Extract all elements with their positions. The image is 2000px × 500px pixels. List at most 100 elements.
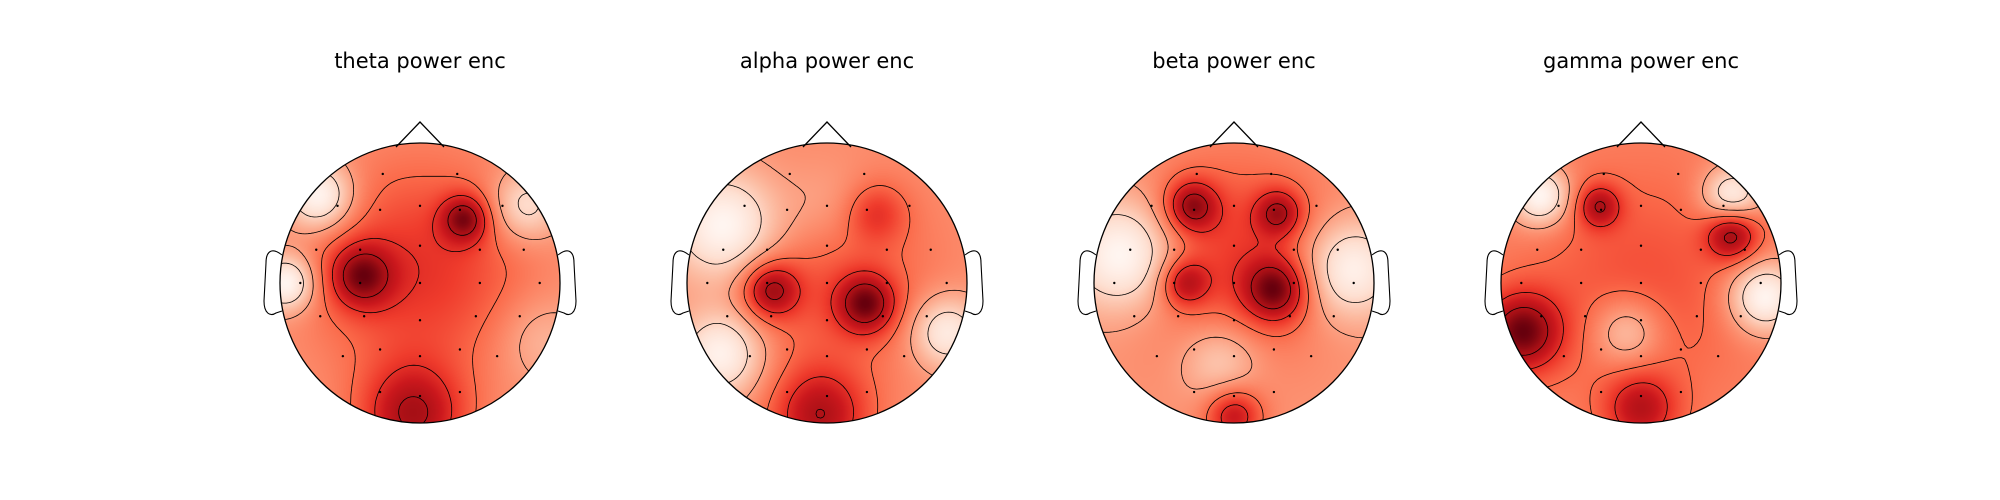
sensor-marker <box>765 281 769 285</box>
panel-title: beta power enc <box>1152 49 1315 73</box>
sensor-marker <box>825 204 829 208</box>
contour-line <box>332 195 486 423</box>
sensor-marker <box>769 315 773 318</box>
sensor-marker <box>1695 315 1699 318</box>
right-ear-outline <box>1371 250 1391 316</box>
sensor-marker <box>456 172 459 176</box>
sensor-marker <box>902 354 906 358</box>
sensor-marker <box>825 319 829 322</box>
sensor-marker <box>1232 244 1236 247</box>
sensor-marker <box>825 394 829 398</box>
sensor-marker <box>881 315 885 318</box>
sensor-marker <box>1677 172 1680 176</box>
sensor-marker <box>458 348 462 351</box>
sensor-marker <box>929 248 932 251</box>
topomap-panel: alpha power enc <box>670 49 984 424</box>
sensor-marker <box>1332 315 1335 318</box>
sensor-marker <box>418 244 422 247</box>
sensor-marker <box>945 281 948 285</box>
sensor-marker <box>1639 319 1643 322</box>
nose-outline <box>395 121 445 148</box>
sensor-marker <box>1292 281 1296 285</box>
sensor-marker <box>1599 390 1603 394</box>
sensor-marker <box>1639 394 1643 398</box>
sensor-marker <box>336 204 339 208</box>
sensor-marker <box>765 248 769 251</box>
sensor-marker <box>418 394 422 398</box>
sensor-marker <box>1292 248 1296 251</box>
sensor-marker <box>1133 315 1136 318</box>
sensor-marker <box>1599 348 1603 351</box>
panel-title: theta power enc <box>334 49 506 73</box>
sensor-marker <box>1639 204 1643 208</box>
sensor-marker <box>518 315 521 318</box>
sensor-marker <box>1679 348 1683 351</box>
sensor-marker <box>315 248 318 251</box>
sensor-marker <box>341 354 345 358</box>
sensor-marker <box>418 354 422 358</box>
sensor-marker <box>1579 248 1583 251</box>
sensor-marker <box>788 172 791 176</box>
sensor-marker <box>1722 204 1725 208</box>
sensor-marker <box>1192 348 1196 351</box>
sensor-marker <box>418 204 422 208</box>
sensor-marker <box>1639 354 1643 358</box>
nose-outline <box>1209 121 1259 148</box>
contour-line <box>1172 182 1300 423</box>
sensor-marker <box>1232 281 1236 285</box>
sensor-marker <box>522 248 525 251</box>
sensor-marker <box>1129 248 1132 251</box>
right-ear-outline <box>1778 250 1798 316</box>
contour-line <box>765 282 885 419</box>
sensor-marker <box>378 390 382 394</box>
sensor-marker <box>1232 319 1236 322</box>
panel-title: gamma power enc <box>1543 49 1739 73</box>
left-ear-outline <box>670 250 690 316</box>
sensor-marker <box>726 315 729 318</box>
sensor-marker <box>722 248 725 251</box>
sensor-marker <box>865 390 869 394</box>
sensor-marker <box>785 390 789 394</box>
sensor-marker <box>706 281 709 285</box>
sensor-marker <box>1739 315 1742 318</box>
sensor-marker <box>1759 281 1762 285</box>
contour-line <box>1501 188 1751 423</box>
sensor-marker <box>1602 172 1605 176</box>
sensor-marker <box>538 281 541 285</box>
sensor-marker <box>1172 281 1176 285</box>
sensor-marker <box>1743 248 1746 251</box>
sensor-marker <box>1699 248 1703 251</box>
sensor-marker <box>1113 281 1116 285</box>
sensor-marker <box>885 248 889 251</box>
sensor-marker <box>378 348 382 351</box>
sensor-marker <box>418 319 422 322</box>
sensor-marker <box>785 208 789 212</box>
sensor-marker <box>1192 208 1196 212</box>
head-outline <box>1500 142 1782 424</box>
left-ear-outline <box>1077 250 1097 316</box>
sensor-marker <box>825 354 829 358</box>
sensor-marker <box>381 172 384 176</box>
sensor-marker <box>478 248 482 251</box>
head-outline <box>686 142 968 424</box>
topomap-panel: beta power enc <box>1077 49 1391 424</box>
sensor-marker <box>1352 281 1355 285</box>
head-outline <box>1093 142 1375 424</box>
sensor-marker <box>358 281 362 285</box>
sensor-marker <box>1679 208 1683 212</box>
right-ear-outline <box>557 250 577 316</box>
sensor-marker <box>1315 204 1318 208</box>
panel-title: alpha power enc <box>740 49 914 73</box>
sensor-marker <box>1150 204 1153 208</box>
sensor-marker <box>825 244 829 247</box>
sensor-marker <box>1272 390 1276 394</box>
sensor-marker <box>1639 281 1643 285</box>
sensor-marker <box>1562 354 1566 358</box>
sensor-marker <box>1176 315 1180 318</box>
sensor-marker <box>1232 204 1236 208</box>
right-ear-outline <box>964 250 984 316</box>
contour-line <box>1182 193 1291 310</box>
sensor-marker <box>865 348 869 351</box>
sensor-marker <box>825 281 829 285</box>
